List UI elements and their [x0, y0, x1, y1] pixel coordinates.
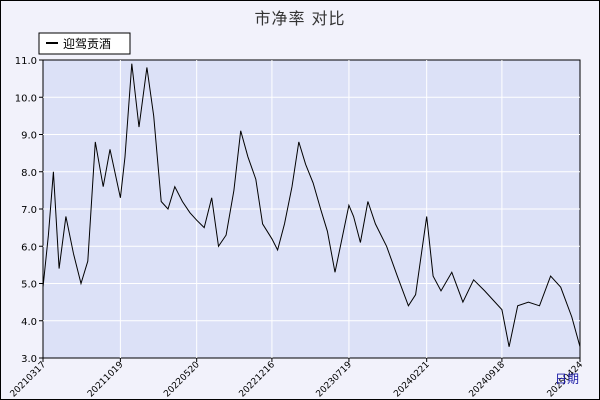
y-tick-label: 9.0: [21, 131, 37, 142]
y-tick-label: 3.0: [21, 354, 37, 365]
x-tick-label: 20240221: [392, 360, 431, 399]
x-axis-ticks: 20210317 20211019 20220520 20221216 20230719…: [9, 358, 585, 400]
y-tick-label: 11.0: [15, 56, 37, 67]
x-tick-label: 20220520: [162, 360, 202, 400]
legend-label: 迎驾贡酒: [63, 37, 111, 51]
y-tick-label: 5.0: [21, 280, 37, 291]
x-tick-label: 20210317: [9, 360, 48, 399]
y-axis-ticks: 3.0 4.0 5.0 6.0 7.0 8.0 9.0 10.0 11.0: [15, 56, 43, 365]
chart-title: 市净率 对比: [254, 9, 346, 28]
y-tick-label: 6.0: [21, 242, 37, 253]
x-axis-label: 日期: [555, 372, 579, 386]
y-tick-label: 10.0: [15, 93, 37, 104]
y-tick-label: 8.0: [21, 168, 37, 179]
x-tick-label: 20221216: [238, 360, 278, 400]
grid-lines: [43, 60, 580, 358]
x-tick-label: 20211019: [86, 360, 126, 400]
legend-box: [38, 32, 131, 55]
y-tick-label: 4.0: [21, 317, 37, 328]
y-tick-label: 7.0: [21, 205, 37, 216]
series-line: [42, 63, 581, 347]
x-tick-label: 20230719: [315, 360, 355, 400]
x-tick-label: 20240918: [468, 360, 508, 400]
